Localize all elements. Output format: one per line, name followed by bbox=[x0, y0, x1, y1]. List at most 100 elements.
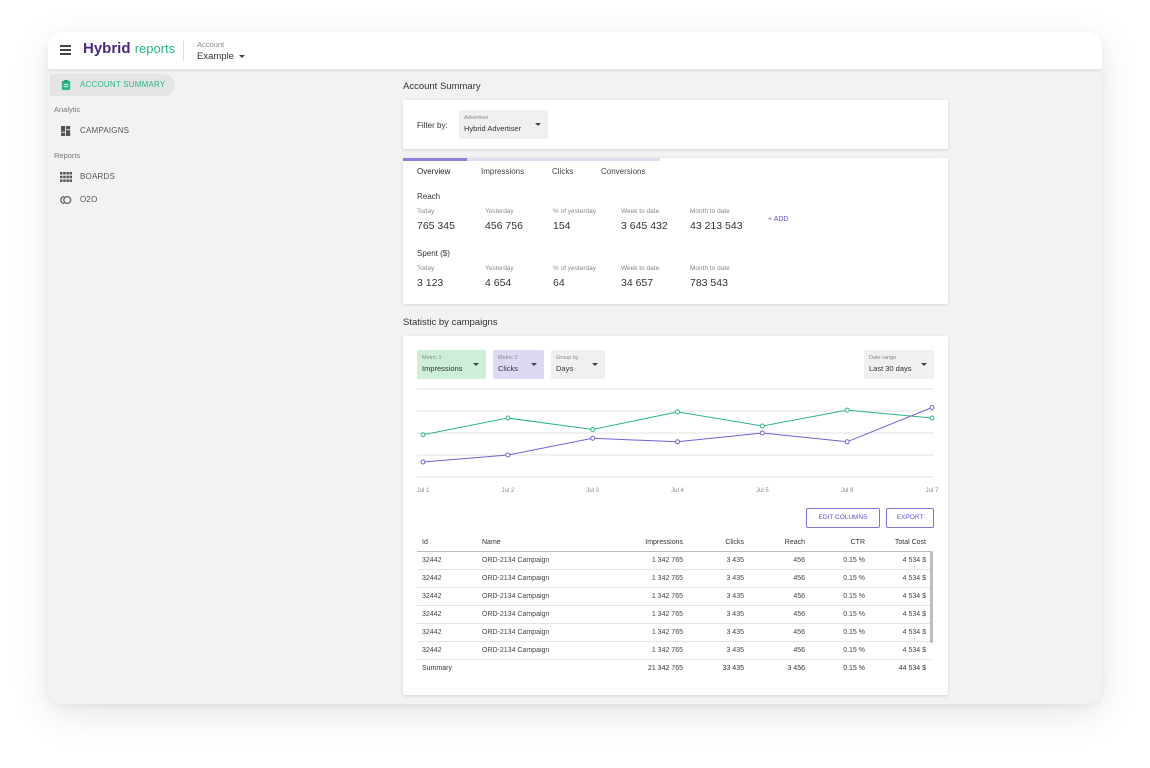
col-total-cost[interactable]: Total Cost bbox=[870, 534, 931, 552]
add-metric-link[interactable]: + ADD bbox=[768, 216, 789, 223]
tab-clicks[interactable]: Clicks bbox=[552, 167, 574, 176]
spent-label-pct: % of yesterday bbox=[553, 265, 596, 272]
x-tick-label: Jul 4 bbox=[671, 488, 684, 494]
menu-icon[interactable] bbox=[60, 45, 71, 55]
cell-name: ORD-2134 Campaign bbox=[477, 587, 607, 606]
cell-reach: 456 bbox=[749, 551, 810, 570]
cell-ctr: 0.15 % bbox=[810, 569, 870, 588]
metric2-select[interactable]: Metric 2 Clicks bbox=[493, 350, 544, 379]
col-clicks[interactable]: Clicks bbox=[688, 534, 749, 552]
app-logo[interactable]: Hybrid reports bbox=[83, 40, 175, 57]
cell-id: 32442 bbox=[417, 569, 477, 588]
clipboard-icon bbox=[61, 80, 71, 90]
spent-label-yesterday: Yesterday bbox=[485, 265, 514, 272]
cell-reach: 456 bbox=[749, 605, 810, 624]
sidebar-section-reports: Reports bbox=[54, 151, 81, 160]
account-select[interactable]: Example bbox=[197, 51, 245, 62]
edit-columns-button[interactable]: EDIT COLUMNS bbox=[806, 508, 880, 528]
tab-impressions[interactable]: Impressions bbox=[481, 167, 525, 176]
reach-label-week: Week to date bbox=[621, 208, 660, 215]
table-row[interactable]: 32442 ORD-2134 Campaign 1 342 765 3 435 … bbox=[417, 605, 931, 624]
sidebar-item-label: ACCOUNT SUMMARY bbox=[80, 80, 166, 90]
data-point bbox=[505, 452, 511, 458]
data-point bbox=[420, 432, 426, 438]
chevron-down-icon bbox=[238, 54, 245, 58]
cell-impressions: 1 342 765 bbox=[607, 569, 688, 588]
chevron-down-icon bbox=[921, 363, 927, 366]
data-point bbox=[590, 435, 596, 441]
reach-title: Reach bbox=[417, 192, 441, 201]
summary-ctr: 0.15 % bbox=[810, 658, 870, 677]
table-scrollbar[interactable] bbox=[930, 551, 933, 643]
sidebar-item-label: BOARDS bbox=[80, 172, 115, 182]
cell-reach: 456 bbox=[749, 641, 810, 660]
page-title: Account Summary bbox=[403, 81, 481, 92]
data-point bbox=[844, 439, 850, 445]
sidebar-section-analytic: Analytic bbox=[54, 105, 81, 114]
cell-total-cost: 4 534 $ bbox=[870, 587, 931, 606]
date-range-select[interactable]: Date range Last 30 days bbox=[864, 350, 934, 379]
export-button[interactable]: EXPORT bbox=[886, 508, 934, 528]
data-point bbox=[675, 409, 680, 415]
grid-icon bbox=[60, 172, 72, 182]
cell-name: ORD-2134 Campaign bbox=[477, 605, 607, 624]
col-id[interactable]: Id bbox=[417, 534, 477, 552]
cell-total-cost: 4 534 $ bbox=[870, 605, 931, 624]
table-header-row: Id Name Impressions Clicks Reach CTR Tot… bbox=[417, 534, 931, 552]
col-impressions[interactable]: Impressions bbox=[607, 534, 688, 552]
chevron-down-icon bbox=[592, 363, 598, 366]
chevron-down-icon bbox=[535, 123, 541, 126]
cell-clicks: 3 435 bbox=[688, 551, 749, 570]
spent-value-today: 3 123 bbox=[417, 277, 444, 289]
table-row[interactable]: 32442 ORD-2134 Campaign 1 342 765 3 435 … bbox=[417, 569, 931, 588]
campaigns-table: Id Name Impressions Clicks Reach CTR Tot… bbox=[417, 534, 931, 677]
cell-reach: 456 bbox=[749, 623, 810, 642]
line-chart: Jul 1 Jul 2 Jul 3 Jul 4 Jul 5 Jul 6 Jul 7 bbox=[417, 388, 939, 494]
sidebar-item-boards[interactable]: BOARDS bbox=[60, 172, 115, 182]
tab-conversions[interactable]: Conversions bbox=[601, 167, 646, 176]
group-by-select[interactable]: Group by Days bbox=[551, 350, 605, 379]
sidebar-item-o2o[interactable]: O2O bbox=[60, 195, 98, 205]
data-point bbox=[420, 459, 426, 465]
series-line-clicks bbox=[422, 407, 933, 463]
statistics-title: Statistic by campaigns bbox=[403, 317, 498, 328]
cell-total-cost: 4 534 $ bbox=[870, 569, 931, 588]
table-row[interactable]: 32442 ORD-2134 Campaign 1 342 765 3 435 … bbox=[417, 623, 931, 642]
table-row[interactable]: 32442 ORD-2134 Campaign 1 342 765 3 435 … bbox=[417, 551, 931, 570]
spent-title: Spent ($) bbox=[417, 249, 450, 258]
spent-value-month: 783 543 bbox=[690, 277, 728, 289]
advertiser-select[interactable]: Advertiser Hybrid Advertiser bbox=[459, 110, 548, 139]
x-tick-label: Jul 1 bbox=[417, 488, 430, 494]
spent-value-week: 34 657 bbox=[621, 277, 654, 289]
group-by-value: Days bbox=[556, 364, 574, 373]
reach-label-yesterday: Yesterday bbox=[485, 208, 514, 215]
cell-impressions: 1 342 765 bbox=[607, 587, 688, 606]
sidebar-item-account-summary[interactable]: ACCOUNT SUMMARY bbox=[60, 80, 165, 90]
app-window: Hybrid reports Account Example ACCOUNT S… bbox=[48, 32, 1102, 704]
metric1-select[interactable]: Metric 1 Impressions bbox=[417, 350, 486, 379]
date-range-label: Date range bbox=[869, 355, 897, 361]
spent-label-today: Today bbox=[417, 265, 435, 272]
table-row[interactable]: 32442 ORD-2134 Campaign 1 342 765 3 435 … bbox=[417, 641, 931, 660]
col-ctr[interactable]: CTR bbox=[810, 534, 870, 552]
reach-value-pct: 154 bbox=[553, 220, 571, 232]
cell-ctr: 0.15 % bbox=[810, 605, 870, 624]
tab-overview[interactable]: Overview bbox=[417, 167, 451, 176]
metric1-label: Metric 1 bbox=[422, 355, 442, 361]
cell-id: 32442 bbox=[417, 551, 477, 570]
table-row[interactable]: 32442 ORD-2134 Campaign 1 342 765 3 435 … bbox=[417, 587, 931, 606]
sidebar-item-label: O2O bbox=[80, 195, 98, 205]
cell-id: 32442 bbox=[417, 623, 477, 642]
reach-value-yesterday: 456 756 bbox=[485, 220, 523, 232]
data-point bbox=[929, 404, 935, 410]
tab-indicator bbox=[403, 158, 467, 161]
data-point bbox=[590, 426, 596, 432]
cell-clicks: 3 435 bbox=[688, 623, 749, 642]
sidebar-item-campaigns[interactable]: CAMPAIGNS bbox=[60, 126, 129, 136]
sidebar-item-account-summary-bg[interactable] bbox=[50, 74, 175, 96]
cell-total-cost: 4 534 $ bbox=[870, 641, 931, 660]
col-name[interactable]: Name bbox=[477, 534, 607, 552]
col-reach[interactable]: Reach bbox=[749, 534, 810, 552]
account-value: Example bbox=[197, 51, 234, 62]
summary-reach: 3 456 bbox=[749, 658, 810, 677]
